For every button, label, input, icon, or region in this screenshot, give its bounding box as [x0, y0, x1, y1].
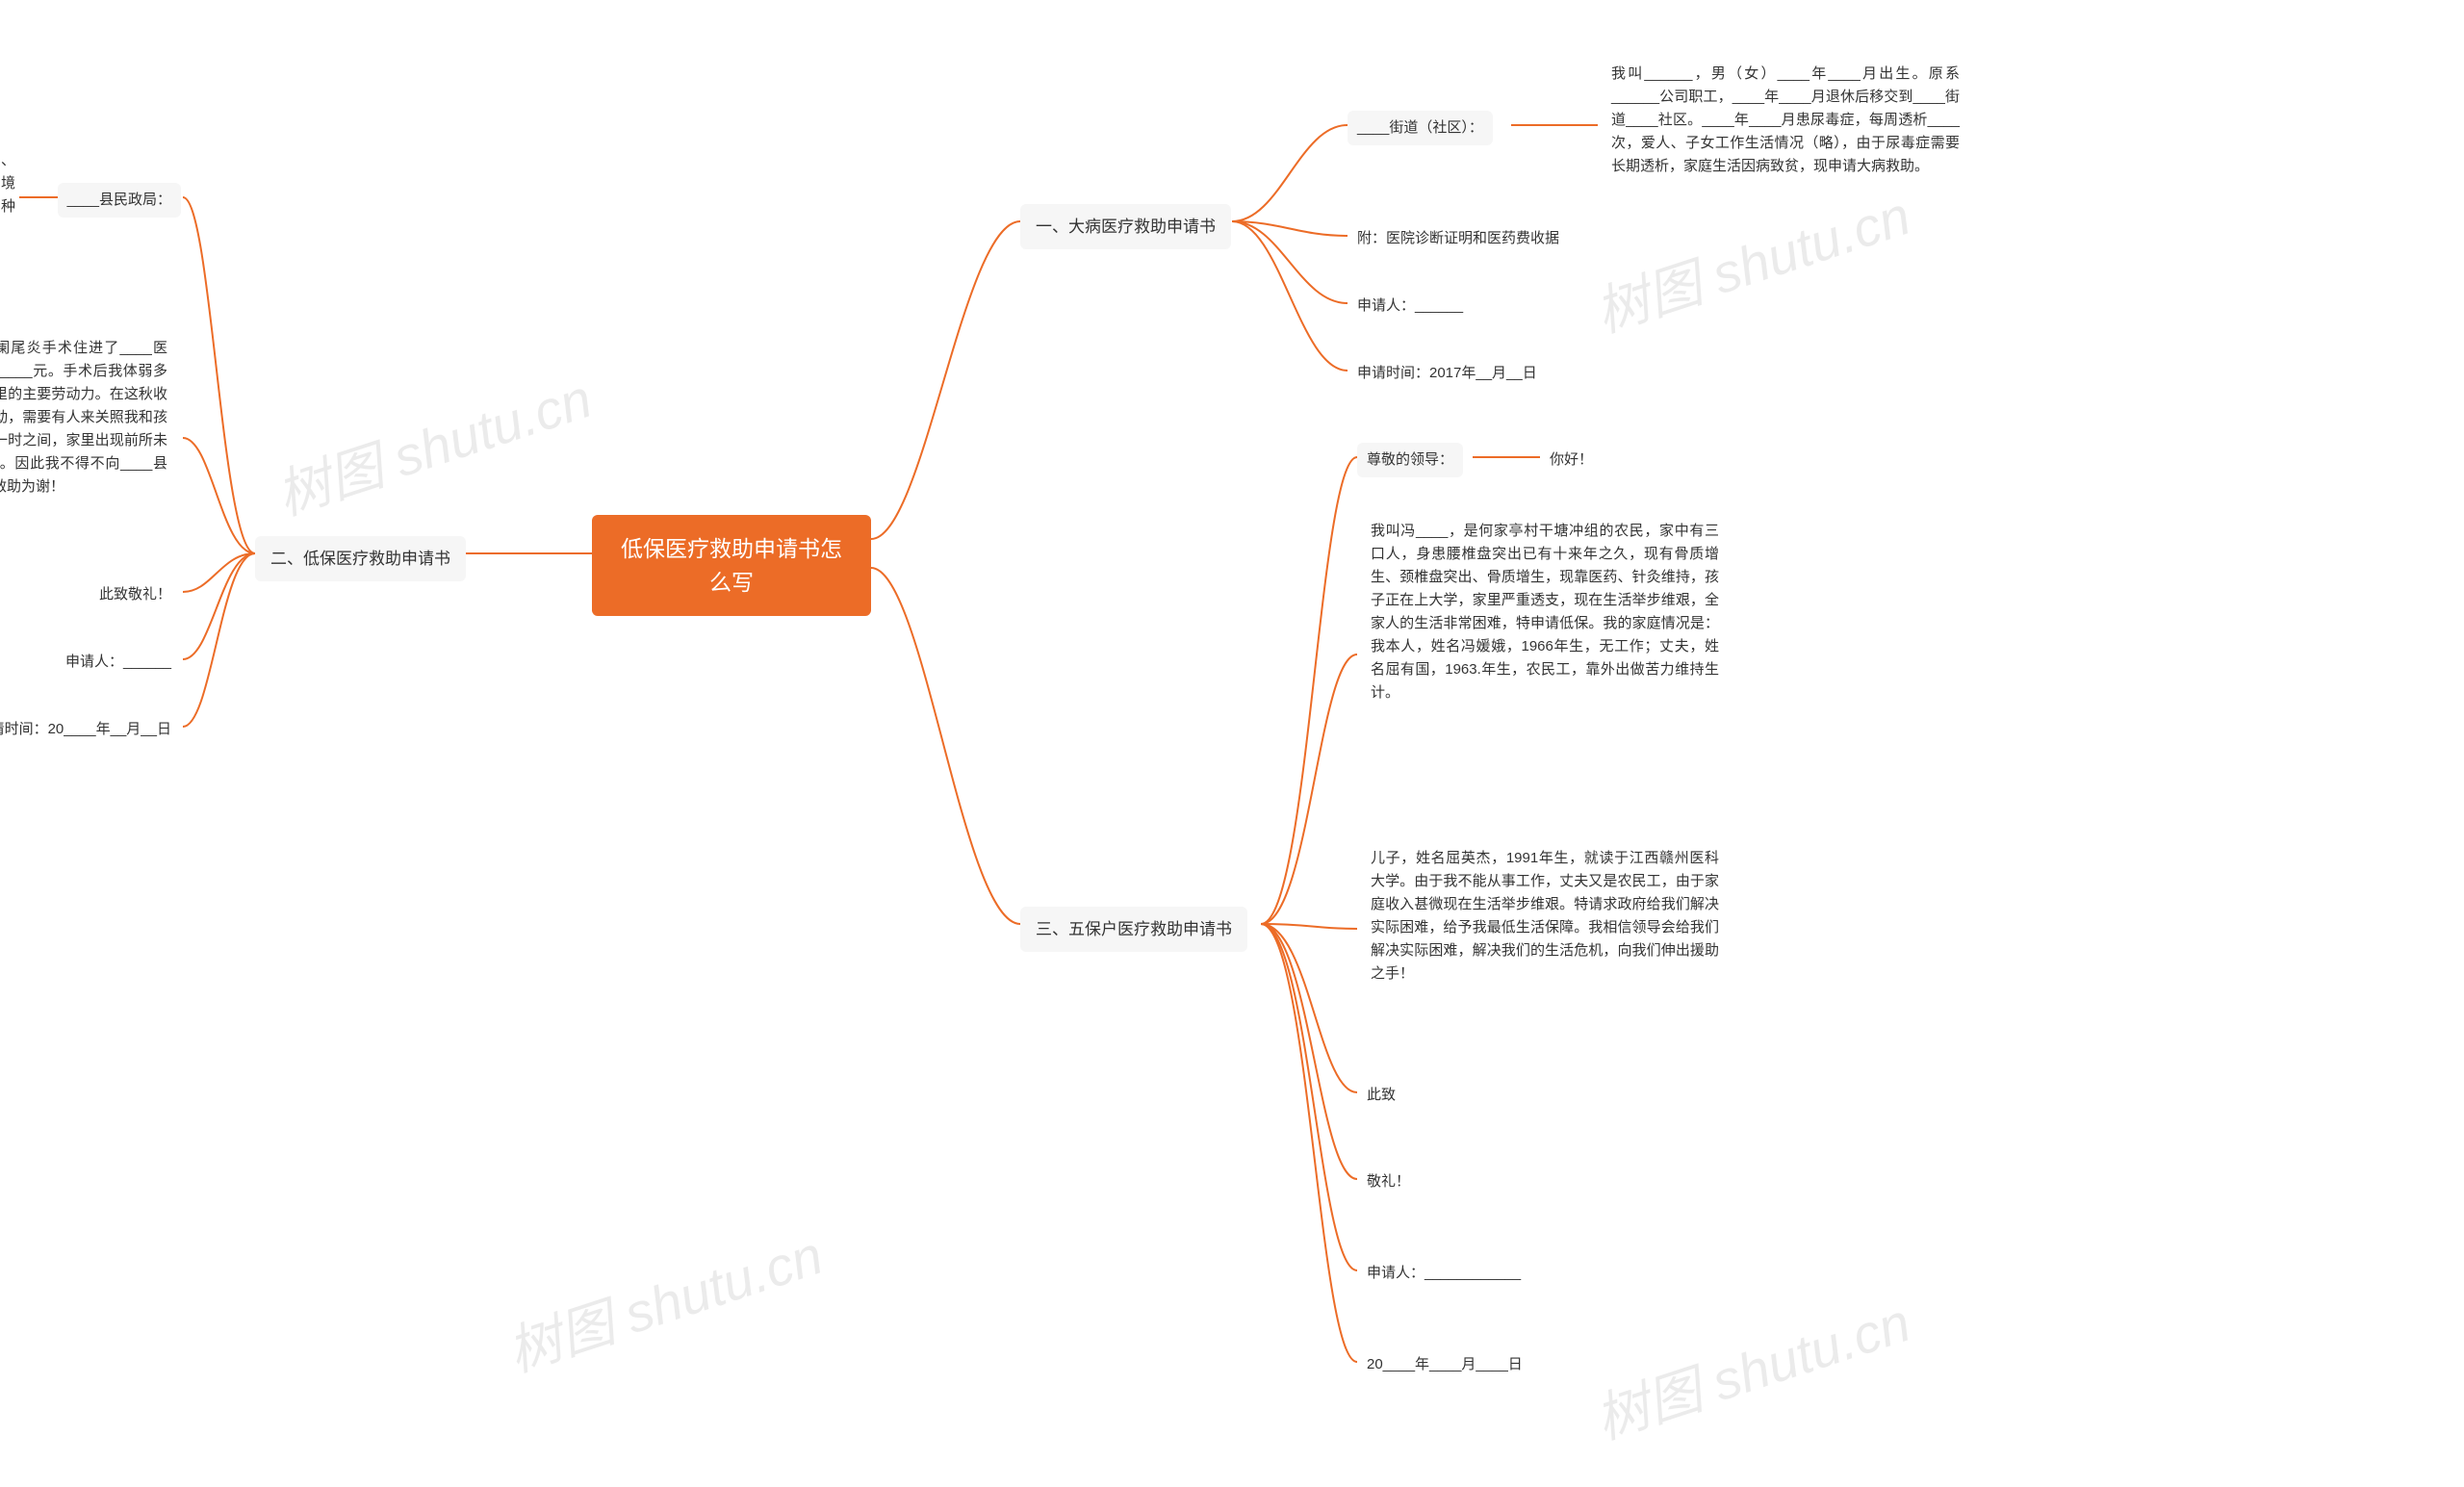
- branch-2-c1-body: 我叫____，现年____岁；家住____县、____镇、____村____二组…: [0, 140, 29, 251]
- watermark: 树图 shutu.cn: [266, 356, 601, 531]
- branch-2-c2: 我在20____年3月7日因做阑尾炎手术住进了____医院，先后将近花去医疗费_…: [0, 327, 181, 508]
- branch-3: 三、五保户医疗救助申请书: [1020, 907, 1247, 952]
- branch-2-c3: 此致敬礼！: [90, 577, 181, 612]
- branch-2-c4: 申请人：______: [56, 645, 181, 679]
- branch-3-c4: 此致: [1357, 1078, 1405, 1113]
- branch-3-label: 三、五保户医疗救助申请书: [1036, 920, 1232, 938]
- branch-1-c2: 附：医院诊断证明和医药费收据: [1348, 221, 1569, 256]
- branch-2-label: 二、低保医疗救助申请书: [270, 550, 450, 568]
- branch-3-c1-body: 你好！: [1540, 443, 1603, 477]
- branch-1-c1-body: 我叫______，男（女）____年____月出生。原系______公司职工，_…: [1598, 53, 1973, 188]
- branch-3-c2: 我叫冯____，是何家亭村干塘冲组的农民，家中有三口人，身患腰椎盘突出已有十来年…: [1357, 510, 1732, 714]
- branch-1: 一、大病医疗救助申请书: [1020, 204, 1231, 249]
- watermark: 树图 shutu.cn: [1584, 173, 1919, 348]
- branch-1-label: 一、大病医疗救助申请书: [1036, 218, 1216, 236]
- watermark: 树图 shutu.cn: [497, 1213, 832, 1388]
- branch-1-c4: 申请时间：2017年__月__日: [1348, 356, 1547, 391]
- branch-1-c1-label: ____街道（社区）：: [1348, 111, 1493, 145]
- branch-2: 二、低保医疗救助申请书: [255, 536, 466, 581]
- branch-3-c6: 申请人：____________: [1357, 1256, 1530, 1291]
- branch-3-c7: 20____年____月____日: [1357, 1347, 1532, 1382]
- branch-3-c1-label: 尊敬的领导：: [1357, 443, 1463, 477]
- branch-2-c5: 申请时间：20____年__月__日: [0, 712, 181, 747]
- root-node: 低保医疗救助申请书怎么写: [592, 515, 871, 616]
- branch-1-c3: 申请人：______: [1348, 289, 1473, 323]
- root-label: 低保医疗救助申请书怎么写: [621, 536, 842, 595]
- watermark: 树图 shutu.cn: [1584, 1280, 1919, 1455]
- connector-layer: [0, 0, 2464, 1487]
- branch-2-c1-label: ____县民政局：: [58, 183, 181, 218]
- branch-3-c3: 儿子，姓名屈英杰，1991年生，就读于江西赣州医科大学。由于我不能从事工作，丈夫…: [1357, 837, 1732, 995]
- branch-3-c5: 敬礼！: [1357, 1165, 1420, 1199]
